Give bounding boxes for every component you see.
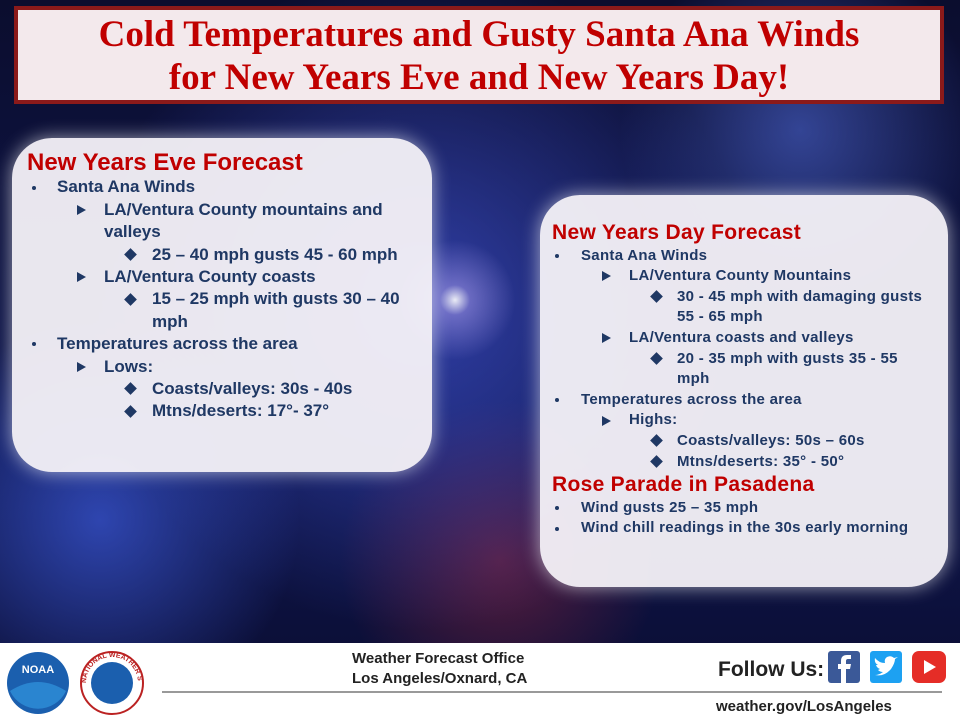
list-item: Highs: — [540, 410, 948, 431]
bullet — [32, 185, 36, 190]
list-item: LA/Ventura coasts and valleys — [540, 328, 948, 349]
list-item: LA/Ventura County Mountains — [540, 266, 948, 287]
item-text: Wind chill readings in the 30s early mor… — [581, 519, 909, 537]
title-line: Cold Temperatures and Gusty Santa Ana Wi… — [98, 14, 860, 55]
list-item: Wind chill readings in the 30s early mor… — [540, 518, 948, 539]
list-item: Temperatures across the area — [540, 390, 948, 411]
url[interactable]: weather.gov/LosAngeles — [716, 698, 892, 715]
twitter-glyph — [874, 656, 898, 676]
list-item: Santa Ana Winds — [540, 246, 948, 267]
list-item: Mtns/deserts: 17°- 37° — [12, 400, 432, 422]
panel-heading: Rose Parade in Pasadena — [552, 473, 815, 497]
bullet — [77, 272, 86, 283]
noaa-text: NOAA — [22, 664, 54, 676]
item-text: Mtns/deserts: 35° - 50° — [677, 452, 845, 470]
bullet — [602, 415, 611, 426]
item-text: LA/Ventura County coasts — [104, 267, 316, 287]
nws-inner — [91, 662, 133, 704]
list-item: Temperatures across the area — [12, 333, 432, 355]
item-text: 25 – 40 mph gusts 45 - 60 mph — [152, 244, 398, 264]
item-text: Highs: — [629, 411, 678, 429]
list-item: LA/Ventura County mountains and valleys — [12, 199, 432, 244]
divider — [162, 691, 942, 693]
item-text: LA/Ventura County mountains and valleys — [104, 199, 383, 242]
item-text: Lows: — [104, 356, 154, 376]
item-list: Santa Ana Winds LA/Ventura County Mountai… — [540, 246, 948, 473]
bullet — [602, 271, 611, 282]
item-text: Temperatures across the area — [581, 390, 802, 408]
title-box: Cold Temperatures and Gusty Santa Ana Wi… — [14, 6, 944, 104]
bullet — [650, 434, 663, 448]
item-list: Santa Ana Winds LA/Ventura County mountai… — [12, 176, 432, 422]
footer: NOAA NATIONAL WEATHER SERVICE Weather Fo… — [0, 643, 960, 720]
bullet — [650, 351, 663, 365]
bullet — [124, 404, 137, 418]
item-text: LA/Ventura County Mountains — [629, 267, 852, 285]
location: Los Angeles/Oxnard, CA — [352, 670, 528, 687]
item-text: LA/Ventura coasts and valleys — [629, 328, 854, 346]
item-text: 20 - 35 mph with gusts 35 - 55 mph — [677, 349, 898, 388]
title-line: for New Years Eve and New Years Day! — [168, 57, 790, 98]
office: Weather Forecast Office — [352, 650, 525, 667]
noaa-wave — [10, 682, 66, 709]
social-icons — [828, 651, 946, 683]
list-item: Lows: — [12, 356, 432, 378]
item-text: Mtns/deserts: 17°- 37° — [152, 401, 330, 421]
bullet — [555, 253, 559, 258]
bullet — [77, 205, 86, 215]
item-text: Coasts/valleys: 30s - 40s — [152, 379, 353, 399]
item-text: Coasts/valleys: 50s – 60s — [677, 431, 865, 449]
bullet — [555, 506, 559, 511]
bullet — [32, 342, 36, 347]
item-list: Wind gusts 25 – 35 mph Wind chill reading… — [540, 498, 948, 539]
bullet — [124, 382, 137, 396]
list-item: Coasts/valleys: 50s – 60s — [540, 431, 948, 452]
bullet — [555, 526, 559, 531]
list-item: 25 – 40 mph gusts 45 - 60 mph — [12, 244, 432, 266]
follow: Follow Us: — [718, 658, 825, 681]
day-panel: New Years Day Forecast Santa Ana Winds LA… — [540, 195, 948, 587]
bullet — [650, 454, 663, 468]
facebook-glyph — [838, 655, 851, 683]
list-item: 20 - 35 mph with gusts 35 - 55 mph — [540, 349, 948, 390]
item-text: 30 - 45 mph with damaging gusts 55 - 65 … — [677, 287, 923, 326]
bullet — [124, 292, 137, 306]
bullet — [555, 398, 559, 403]
list-item: 15 – 25 mph with gusts 30 – 40 mph — [12, 288, 432, 333]
item-text: 15 – 25 mph with gusts 30 – 40 mph — [152, 289, 400, 331]
bullet — [77, 361, 86, 372]
bullet — [602, 333, 611, 344]
item-text: Santa Ana Winds — [581, 246, 708, 264]
item-text: Wind gusts 25 – 35 mph — [581, 498, 759, 516]
list-item: Santa Ana Winds — [12, 176, 432, 198]
bullet — [650, 290, 663, 303]
item-text: Temperatures across the area — [57, 334, 298, 354]
list-item: Wind gusts 25 – 35 mph — [540, 498, 948, 519]
bullet — [124, 247, 137, 261]
list-item: 30 - 45 mph with damaging gusts 55 - 65 … — [540, 287, 948, 328]
eve-panel: New Years Eve Forecast Santa Ana Winds LA… — [12, 138, 432, 472]
list-item: LA/Ventura County coasts — [12, 266, 432, 288]
list-item: Coasts/valleys: 30s - 40s — [12, 378, 432, 400]
panel-heading: New Years Eve Forecast — [27, 149, 303, 176]
logos: NOAA NATIONAL WEATHER SERVICE — [0, 643, 144, 715]
panel-heading: New Years Day Forecast — [552, 221, 802, 244]
youtube-glyph — [924, 660, 936, 674]
item-text: Santa Ana Winds — [57, 177, 196, 197]
list-item: Mtns/deserts: 35° - 50° — [540, 452, 948, 473]
